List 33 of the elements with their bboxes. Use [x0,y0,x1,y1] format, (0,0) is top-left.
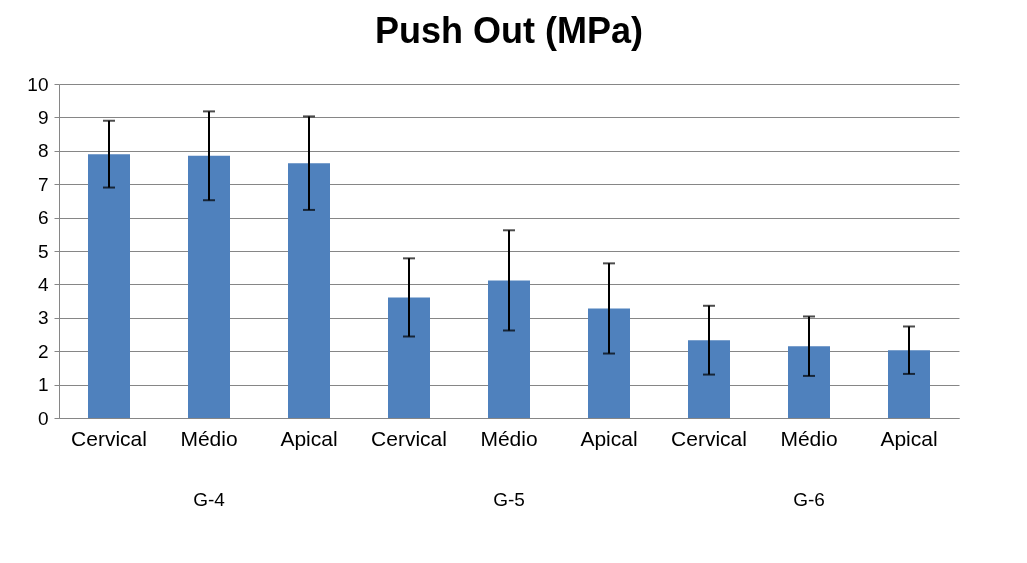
y-tick-label: 1 [37,374,49,396]
x-tick-label: Apical [580,426,638,450]
chart-title: Push Out (MPa) [375,10,643,51]
y-tick-label: 5 [37,240,49,262]
bar [488,280,530,418]
bar [288,163,330,418]
bar [788,346,830,418]
text: G-4 [193,489,226,510]
text: G-5 [493,489,525,510]
bar [688,340,730,418]
x-tick-label: Médio [480,426,538,450]
x-tick-label: Cervical [71,426,147,450]
y-tick-label: 10 [27,73,49,95]
x-tick-label: Médio [780,426,838,450]
bar [88,154,130,418]
y-tick-label: 9 [37,106,49,128]
y-tick-label: 6 [37,207,49,229]
y-tick-label: 2 [37,340,49,362]
x-tick-label: Médio [180,426,238,450]
x-tick-label: Cervical [371,426,447,450]
y-tick-label: 3 [37,307,49,329]
x-tick-label: Apical [880,426,938,450]
bar [588,308,630,418]
bar [388,297,430,418]
x-tick-label: Apical [280,426,338,450]
bar [188,155,230,418]
bar [888,350,930,418]
text: G-6 [793,489,825,510]
y-tick-label: 7 [37,173,49,195]
x-tick-label: Cervical [671,426,747,450]
y-tick-label: 4 [37,273,49,295]
y-tick-label: 8 [37,140,49,162]
y-tick-label: 0 [37,407,49,429]
